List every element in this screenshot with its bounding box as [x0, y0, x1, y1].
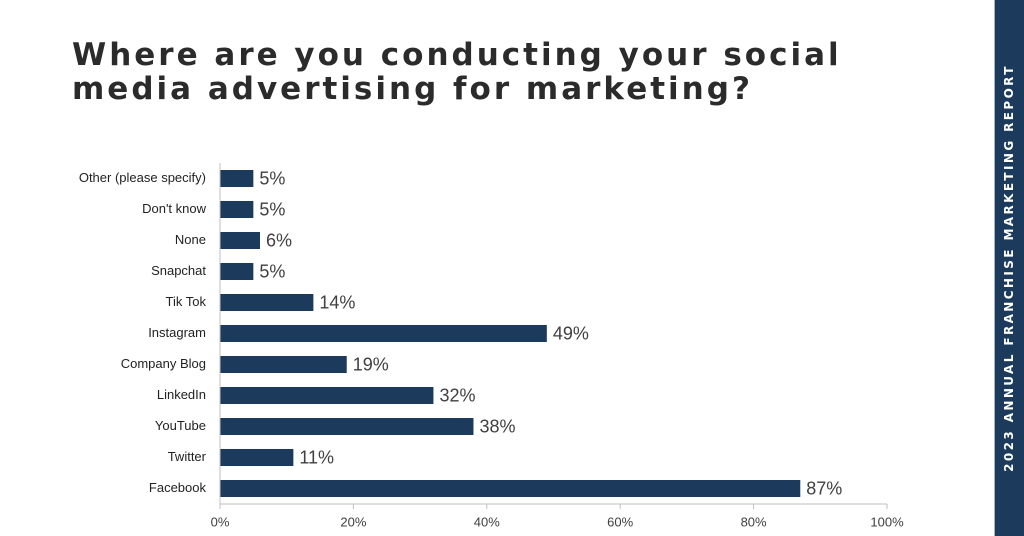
- category-label-twitter: Twitter: [168, 449, 207, 464]
- value-label-twitter: 11%: [299, 447, 334, 467]
- x-tick-label-100: 100%: [870, 514, 904, 529]
- x-tick-label-60: 60%: [607, 514, 633, 529]
- bar-youtube: [220, 418, 474, 435]
- bar-linkedin: [220, 387, 434, 404]
- value-label-tik-tok: 14%: [319, 292, 355, 312]
- bar-facebook: [220, 480, 801, 497]
- bar-snapchat: [220, 263, 254, 280]
- value-label-linkedin: 32%: [439, 385, 475, 405]
- category-label-none: None: [175, 232, 206, 247]
- category-label-snapchat: Snapchat: [151, 263, 206, 278]
- category-label-linkedin: LinkedIn: [157, 387, 206, 402]
- x-tick-label-40: 40%: [474, 514, 500, 529]
- category-label-facebook: Facebook: [149, 480, 207, 495]
- value-label-other-please-specify: 5%: [259, 168, 285, 188]
- value-label-instagram: 49%: [553, 323, 589, 343]
- category-label-instagram: Instagram: [148, 325, 206, 340]
- value-label-facebook: 87%: [806, 478, 842, 498]
- bar-instagram: [220, 325, 547, 342]
- bar-don-t-know: [220, 201, 254, 218]
- value-label-company-blog: 19%: [353, 354, 389, 374]
- value-label-snapchat: 5%: [259, 261, 285, 281]
- category-label-youtube: YouTube: [155, 418, 206, 433]
- x-tick-label-0: 0%: [211, 514, 230, 529]
- chart-title: Where are you conducting your social med…: [72, 37, 842, 107]
- bar-company-blog: [220, 356, 347, 373]
- bar-twitter: [220, 449, 294, 466]
- side-banner-text: 2023 ANNUAL FRANCHISE MARKETING REPORT: [1002, 64, 1016, 472]
- category-label-don-t-know: Don't know: [142, 201, 207, 216]
- value-label-none: 6%: [266, 230, 292, 250]
- x-tick-label-20: 20%: [340, 514, 366, 529]
- bar-none: [220, 232, 261, 249]
- bar-chart: Other (please specify) 5% Don't know 5% None…: [79, 163, 904, 529]
- category-label-other-please-specify: Other (please specify): [79, 170, 206, 185]
- value-label-youtube: 38%: [479, 416, 515, 436]
- x-tick-label-80: 80%: [741, 514, 767, 529]
- side-banner: [994, 0, 1024, 536]
- category-label-company-blog: Company Blog: [121, 356, 206, 371]
- bar-other-please-specify: [220, 170, 254, 187]
- bar-tik-tok: [220, 294, 314, 311]
- value-label-don-t-know: 5%: [259, 199, 285, 219]
- category-label-tik-tok: Tik Tok: [166, 294, 207, 309]
